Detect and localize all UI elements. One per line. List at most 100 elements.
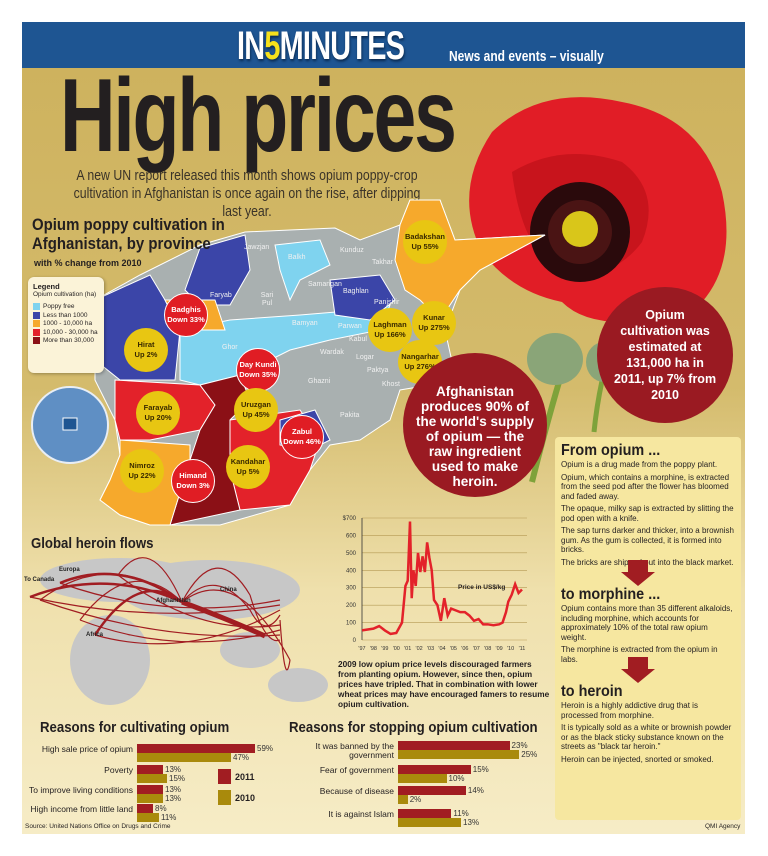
province-label: Bamyan xyxy=(292,320,318,327)
province-bubble: Zabul Down 46% xyxy=(280,415,324,459)
landmass xyxy=(220,632,280,668)
bar-category-label: Because of disease xyxy=(319,786,394,796)
bar-2011 xyxy=(137,744,255,753)
bar-category-label: Fear of government xyxy=(319,765,394,775)
bar-2010 xyxy=(137,753,231,762)
legend-item: More than 30,000 xyxy=(33,337,99,344)
brand-logo: IN5MINUTES xyxy=(237,24,405,68)
bar-category-label: Poverty xyxy=(104,765,133,775)
legend-swatch-2011 xyxy=(218,769,231,784)
flow-label-europa: Europa xyxy=(59,567,80,573)
x-tick-label: '03 xyxy=(427,646,434,652)
x-tick-label: '05 xyxy=(450,646,457,652)
cultivating-chart-title: Reasons for cultivating opium xyxy=(40,719,230,736)
legend-item: 1000 - 10,000 ha xyxy=(33,320,99,327)
flows-title: Global heroin flows xyxy=(31,535,154,552)
legend-label-2011: 2011 xyxy=(235,772,255,782)
bar-value-label: 11% xyxy=(161,813,177,822)
x-tick-label: '00 xyxy=(393,646,400,652)
province-bubble: Day Kundi Down 35% xyxy=(236,348,280,392)
province-bubble: Kunar Up 275% xyxy=(412,301,456,345)
page-title: High prices xyxy=(60,58,457,174)
bar-2010 xyxy=(137,794,163,803)
bar-2011 xyxy=(137,785,163,794)
flow-arc xyxy=(181,567,251,603)
province-label: Jawzjan xyxy=(244,244,270,251)
province-label: Sari Pul xyxy=(260,292,274,307)
province-bubble: Uruzgan Up 45% xyxy=(234,388,278,432)
heroin-text: It is typically sold as a white or brown… xyxy=(561,723,732,751)
legend-label-2010: 2010 xyxy=(235,793,256,803)
opium-text: Opium, which contains a morphine, is ext… xyxy=(561,472,730,501)
bar-2010 xyxy=(398,818,462,827)
bar-value-label: 59% xyxy=(257,744,274,753)
seed-pod xyxy=(527,333,583,385)
down-arrow-icon xyxy=(561,560,735,586)
bar-value-label: 8% xyxy=(155,804,167,813)
province-bubble: Kandahar Up 5% xyxy=(226,445,270,489)
opium-text: Opium is a drug made from the poppy plan… xyxy=(561,460,718,469)
down-arrow-icon xyxy=(561,657,735,683)
flow-label-afghanistan: Afghanistan xyxy=(156,598,191,604)
province-label: Kunduz xyxy=(340,247,364,254)
credit: QMI Agency xyxy=(705,823,741,830)
bar-2010 xyxy=(398,774,447,783)
province-label: Paktya xyxy=(367,367,389,374)
flow-label-china: China xyxy=(220,587,237,593)
y-tick-label: 100 xyxy=(346,621,357,627)
opium-heading: From opium ... xyxy=(561,442,661,459)
tagline: News and events – visually xyxy=(449,48,604,65)
bar-value-label: 15% xyxy=(472,765,489,774)
heroin-text: Heroin is a highly addictive drug that i… xyxy=(561,701,698,720)
bar-value-label: 25% xyxy=(521,750,538,759)
stopping-chart-title: Reasons for stopping opium cultivation xyxy=(289,719,538,736)
morphine-text: The morphine is extracted from the opium… xyxy=(561,645,718,664)
bar-category-label: High income from little land xyxy=(30,804,133,814)
supply-callout: Afghanistan produces 90% of the world's … xyxy=(403,353,547,497)
bar-2010 xyxy=(398,795,408,804)
flow-arc xyxy=(249,609,281,627)
flow-arc xyxy=(93,589,183,636)
price-caption: 2009 low opium price levels discouraged … xyxy=(338,659,550,709)
flow-arc xyxy=(117,557,183,603)
bar-2011 xyxy=(398,765,471,774)
bar-2011 xyxy=(398,786,466,795)
source-note: Source: United Nations Office on Drugs a… xyxy=(25,823,171,830)
x-tick-label: '02 xyxy=(416,646,423,652)
bar-value-label: 13% xyxy=(463,818,480,827)
bar-value-label: 11% xyxy=(453,809,469,818)
y-tick-label: $700 xyxy=(343,516,357,522)
heroin-text: Heroin can be injected, snorted or smoke… xyxy=(561,754,714,764)
province-label: Pakita xyxy=(340,412,360,419)
flow-label-africa: Africa xyxy=(86,632,104,638)
flow-label-canada: To Canada xyxy=(24,577,55,583)
flow-arc xyxy=(181,584,251,611)
flow-arc xyxy=(79,580,183,621)
opium-text: The opaque, milky sap is extracted by sl… xyxy=(561,504,734,523)
province-label: Takhar xyxy=(372,259,394,266)
flow-arc xyxy=(39,573,183,603)
x-tick-label: '10 xyxy=(507,646,514,652)
opium-text: The sap turns darker and thicker, into a… xyxy=(561,526,734,554)
bar-value-label: 47% xyxy=(233,753,250,762)
x-tick-label: '07 xyxy=(473,646,480,652)
bar-category-label: It was banned by the government xyxy=(315,741,394,760)
bar-2010 xyxy=(137,813,159,822)
morphine-text: Opium contains more than 35 different al… xyxy=(561,604,733,642)
legend-item: 10,000 - 30,000 ha xyxy=(33,328,99,336)
bar-2011 xyxy=(137,765,163,774)
flow-arc-major xyxy=(181,599,267,639)
x-tick-label: '11 xyxy=(519,646,526,652)
y-tick-label: 500 xyxy=(346,551,357,557)
bar-value-label: 15% xyxy=(169,774,186,783)
bar-value-label: 13% xyxy=(165,794,182,803)
bar-2011 xyxy=(398,741,510,750)
x-tick-label: '04 xyxy=(438,646,445,652)
bar-category-label: It is against Islam xyxy=(328,809,394,819)
x-tick-label: '06 xyxy=(461,646,468,652)
province-label: Baghlan xyxy=(343,288,369,295)
map-subtitle: with % change from 2010 xyxy=(34,258,142,268)
morphine-heading: to morphine ... xyxy=(561,586,661,603)
estimate-callout: Opium cultivation was estimated at 131,0… xyxy=(597,287,733,423)
y-tick-label: 300 xyxy=(346,586,357,592)
